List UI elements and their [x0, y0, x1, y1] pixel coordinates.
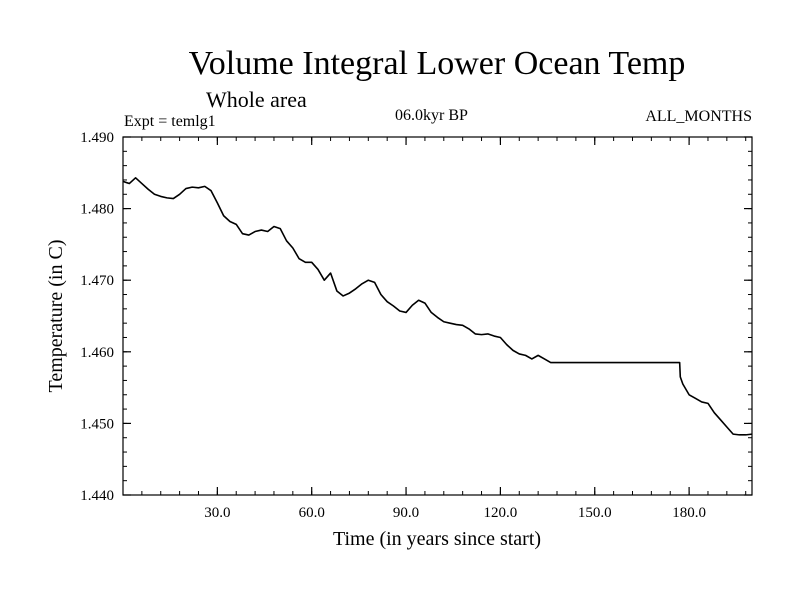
x-tick-label: 150.0 — [578, 505, 612, 521]
x-tick-label: 90.0 — [393, 505, 419, 521]
y-tick-label: 1.490 — [80, 130, 114, 146]
y-tick-label: 1.440 — [80, 488, 114, 504]
x-tick-label: 120.0 — [484, 505, 518, 521]
chart-title: Volume Integral Lower Ocean Temp — [189, 45, 686, 82]
period-label: 06.0kyr BP — [395, 107, 468, 124]
x-tick-label: 180.0 — [672, 505, 706, 521]
months-label: ALL_MONTHS — [645, 108, 752, 125]
ticks-layer: 1.440 1.450 1.460 1.470 1.480 1.490 30.0 60.0 90… — [80, 130, 752, 521]
y-axis-label: Temperature (in C) — [45, 240, 67, 393]
experiment-label: Expt = temlg1 — [124, 113, 216, 130]
series-line-temlg1 — [122, 177, 753, 436]
x-axis-label: Time (in years since start) — [333, 528, 541, 550]
y-tick-label: 1.450 — [80, 416, 114, 432]
y-tick-label: 1.480 — [80, 202, 114, 218]
y-tick-label: 1.460 — [80, 345, 114, 361]
x-tick-label: 60.0 — [299, 505, 325, 521]
y-tick-label: 1.470 — [80, 273, 114, 289]
series-layer — [122, 177, 753, 436]
chart-subtitle: Whole area — [206, 87, 307, 112]
plot-frame — [122, 136, 753, 496]
x-tick-label: 30.0 — [204, 505, 230, 521]
